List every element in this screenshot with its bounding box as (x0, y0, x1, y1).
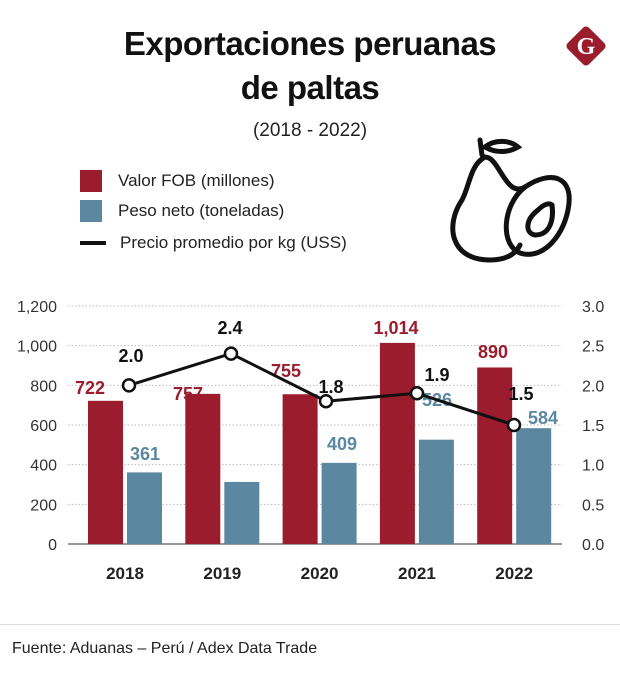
legend-line (80, 241, 106, 245)
svg-text:G: G (577, 34, 596, 60)
bar-valor-fob (379, 342, 415, 544)
data-label-valor: 890 (478, 342, 508, 362)
avocado-icon (450, 137, 572, 263)
bar-peso-neto (321, 462, 357, 544)
title-line-2: de paltas (240, 69, 380, 106)
x-tick-label: 2022 (495, 564, 533, 583)
data-label-precio: 2.4 (217, 318, 242, 338)
legend-item-peso: Peso neto (toneladas) (80, 200, 284, 222)
logo: G (566, 26, 606, 66)
source-note: Fuente: Aduanas – Perú / Adex Data Trade (12, 640, 318, 657)
x-tick-label: 2021 (398, 564, 436, 583)
legend-label: Precio promedio por kg (USS) (120, 233, 347, 252)
y2-tick-label: 2.0 (582, 378, 604, 395)
legend-item-valor: Valor FOB (millones) (80, 170, 275, 192)
bar-valor-fob (185, 393, 221, 544)
bar-valor-fob (282, 394, 318, 544)
legend-swatch (80, 170, 102, 192)
data-label-valor: 755 (271, 361, 301, 381)
data-label-peso: 584 (528, 408, 558, 428)
data-label-precio: 1.8 (318, 377, 343, 397)
price-point (223, 346, 239, 361)
y-tick-label: 200 (30, 497, 57, 514)
x-tick-label: 2019 (203, 564, 241, 583)
bar-peso-neto (224, 481, 260, 544)
legend-item-precio: Precio promedio por kg (USS) (80, 233, 347, 253)
x-tick-label: 2018 (106, 564, 144, 583)
y2-tick-label: 0.0 (582, 537, 604, 554)
data-label-valor: 1,014 (373, 318, 418, 338)
y-tick-label: 800 (30, 378, 57, 395)
bar-valor-fob (88, 400, 123, 544)
y-tick-label: 1,000 (17, 339, 57, 356)
y2-tick-label: 3.0 (582, 299, 604, 316)
y2-tick-label: 0.5 (582, 497, 604, 514)
data-label-precio: 2.0 (118, 346, 143, 366)
legend-swatch (80, 200, 102, 222)
chart: 0 0.0 200 0.5 400 1.0 600 1.5 800 2.0 1,000 2.5 1,20… (17, 299, 604, 583)
bar-peso-neto (127, 472, 162, 544)
y2-tick-label: 1.5 (582, 418, 604, 435)
data-label-valor: 757 (173, 384, 203, 404)
price-point (121, 378, 137, 393)
title-line-1: Exportaciones peruanas (123, 25, 497, 62)
data-label-precio: 1.9 (424, 365, 449, 385)
y-tick-label: 0 (48, 537, 57, 554)
y-tick-label: 1,200 (17, 299, 57, 316)
data-label-valor: 722 (75, 378, 105, 398)
x-tick-label: 2020 (301, 564, 339, 583)
bar-peso-neto (418, 439, 454, 544)
divider (0, 624, 620, 625)
data-label-precio: 1.5 (508, 384, 533, 404)
y-tick-label: 600 (30, 418, 57, 435)
data-label-peso: 361 (130, 444, 160, 464)
price-point (318, 393, 334, 409)
y2-tick-label: 2.5 (582, 339, 604, 356)
price-point (506, 417, 522, 433)
data-label-peso: 409 (327, 434, 357, 454)
bar-valor-fob (477, 367, 513, 544)
y-tick-label: 400 (30, 458, 57, 475)
data-label-peso: 313 (229, 514, 259, 534)
legend-label: Peso neto (toneladas) (118, 201, 285, 220)
y2-tick-label: 1.0 (582, 458, 604, 475)
legend-label: Valor FOB (millones) (118, 171, 275, 190)
price-point (409, 386, 425, 401)
bar-peso-neto (516, 428, 552, 544)
subtitle: (2018 - 2022) (252, 120, 368, 141)
